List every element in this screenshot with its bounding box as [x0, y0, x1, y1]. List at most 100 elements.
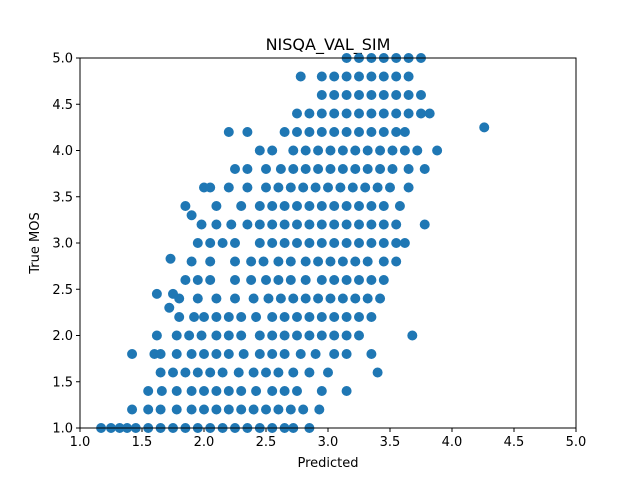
scatter-point — [151, 330, 162, 341]
scatter-point — [267, 145, 278, 156]
scatter-point — [354, 90, 364, 100]
scatter-point — [180, 275, 191, 285]
scatter-point — [316, 330, 327, 341]
x-tick-label: 2.0 — [194, 435, 215, 450]
scatter-point — [329, 108, 340, 119]
scatter-point — [211, 201, 222, 211]
scatter-point — [329, 71, 340, 82]
scatter-point — [337, 256, 348, 267]
scatter-point — [242, 182, 253, 193]
scatter-point — [366, 275, 377, 285]
scatter-point — [127, 349, 138, 359]
scatter-point — [366, 312, 377, 322]
scatter-point — [375, 293, 386, 304]
scatter-point — [375, 145, 386, 156]
scatter-point — [186, 349, 197, 359]
scatter-point — [279, 386, 290, 396]
scatter-point — [366, 127, 377, 137]
scatter-point — [254, 145, 265, 156]
scatter-point — [285, 404, 296, 415]
scatter-point — [248, 404, 259, 415]
scatter-point — [279, 312, 290, 322]
scatter-point — [230, 275, 240, 285]
scatter-point — [360, 182, 371, 193]
scatter-point — [180, 201, 191, 211]
scatter-point — [341, 330, 352, 341]
scatter-point — [230, 256, 240, 267]
scatter-point — [337, 145, 348, 156]
chart-title: NISQA_VAL_SIM — [266, 35, 391, 55]
scatter-point — [354, 108, 364, 119]
scatter-point — [211, 312, 222, 322]
scatter-point — [251, 312, 262, 322]
scatter-point — [354, 71, 364, 82]
y-tick-label: 2.0 — [52, 329, 73, 344]
scatter-point — [419, 219, 430, 230]
scatter-point — [168, 288, 178, 299]
scatter-point — [192, 367, 203, 378]
scatter-point — [300, 275, 311, 285]
scatter-point — [186, 386, 197, 396]
scatter-point — [394, 201, 405, 211]
scatter-point — [199, 312, 209, 322]
scatter-point — [341, 386, 352, 396]
scatter-point — [155, 404, 166, 415]
scatter-point — [378, 108, 389, 119]
scatter-point — [366, 90, 377, 100]
scatter-point — [304, 201, 315, 211]
scatter-point — [419, 164, 430, 174]
scatter-point — [424, 108, 435, 119]
scatter-point — [412, 145, 423, 156]
plot-frame — [79, 57, 577, 429]
scatter-point — [399, 145, 410, 156]
scatter-point — [236, 201, 247, 211]
scatter-point — [199, 349, 209, 359]
scatter-point — [337, 293, 348, 304]
scatter-point — [366, 238, 377, 248]
scatter-point — [267, 330, 278, 341]
scatter-point — [366, 201, 377, 211]
scatter-point — [279, 330, 290, 341]
scatter-point — [316, 90, 327, 100]
x-tick-label: 4.5 — [504, 435, 525, 450]
scatter-point — [292, 238, 302, 248]
scatter-point — [399, 238, 410, 248]
scatter-point — [416, 108, 426, 119]
scatter-point — [387, 164, 398, 174]
scatter-point — [335, 182, 346, 193]
scatter-point — [366, 349, 377, 359]
scatter-point — [223, 404, 234, 415]
scatter-point — [391, 238, 402, 248]
y-tick-label: 2.5 — [52, 283, 73, 298]
scatter-point — [378, 90, 389, 100]
scatter-point — [341, 312, 352, 322]
scatter-point — [304, 312, 315, 322]
scatter-point — [316, 219, 327, 230]
scatter-point — [300, 293, 311, 304]
scatter-point — [236, 404, 247, 415]
x-tick-label: 5.0 — [566, 435, 587, 450]
scatter-point — [292, 201, 302, 211]
scatter-point — [391, 256, 402, 267]
scatter-point — [186, 210, 197, 221]
scatter-point — [341, 71, 352, 82]
scatter-point — [267, 219, 278, 230]
scatter-point — [261, 164, 271, 174]
scatter-point — [223, 386, 234, 396]
scatter-point — [165, 253, 176, 264]
scatter-point — [217, 238, 228, 248]
scatter-point — [273, 367, 284, 378]
scatter-point — [354, 219, 364, 230]
scatter-point — [230, 238, 240, 248]
scatter-point — [300, 256, 311, 267]
scatter-point — [223, 127, 234, 137]
scatter-point — [164, 302, 175, 313]
scatter-point — [186, 256, 197, 267]
scatter-point — [304, 127, 315, 137]
y-axis-label: True MOS — [28, 212, 43, 274]
scatter-point — [273, 256, 284, 267]
y-tick-label: 3.0 — [52, 237, 73, 252]
scatter-point — [372, 367, 383, 378]
scatter-point — [313, 293, 324, 304]
scatter-point — [300, 164, 311, 174]
